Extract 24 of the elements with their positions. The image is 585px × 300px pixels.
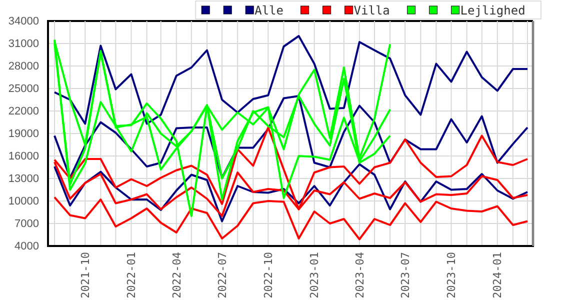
y-tick-label: 19000 bbox=[8, 128, 39, 140]
x-tick-label: 2022-01 bbox=[125, 252, 138, 298]
y-tick-label: 34000 bbox=[8, 16, 39, 28]
y-tick-label: 22000 bbox=[8, 106, 39, 118]
x-tick-label: 2022-07 bbox=[216, 252, 229, 298]
y-tick-label: 28000 bbox=[8, 60, 39, 73]
y-tick-label: 4000 bbox=[14, 240, 39, 253]
x-tick-label: 2023-01 bbox=[308, 252, 322, 298]
y-tick-label: 13000 bbox=[8, 173, 39, 186]
x-tick-label: 2023-10 bbox=[445, 252, 458, 298]
legend-label: Villa bbox=[354, 4, 390, 18]
y-tick-label: 7000 bbox=[14, 218, 39, 230]
x-tick-label: 2024-01 bbox=[491, 252, 504, 298]
legend-label: Alle bbox=[254, 4, 284, 18]
x-tick-label: 2022-04 bbox=[170, 252, 184, 298]
x-tick-label: 2023-07 bbox=[398, 252, 412, 298]
y-tick-label: 10000 bbox=[8, 196, 39, 208]
y-tick-label: 25000 bbox=[8, 83, 39, 96]
y-tick-label: 31000 bbox=[8, 38, 39, 50]
legend-label: Lejlighed bbox=[460, 4, 526, 18]
y-tick-label: 16000 bbox=[8, 150, 39, 163]
x-tick-label: 2023-04 bbox=[353, 252, 366, 298]
x-tick-label: 2022-10 bbox=[262, 252, 276, 298]
x-tick-label: 2021-10 bbox=[78, 252, 92, 298]
